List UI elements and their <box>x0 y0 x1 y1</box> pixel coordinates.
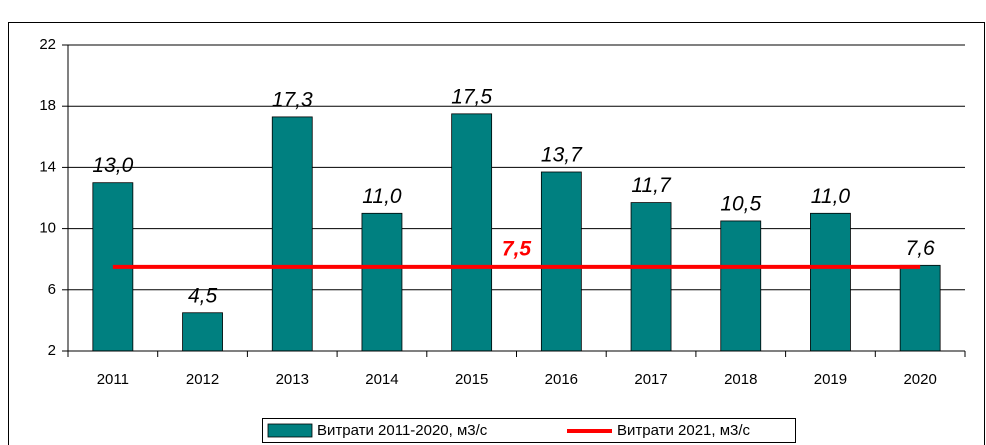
reference-label: 7,5 <box>502 237 532 260</box>
bar <box>899 264 941 352</box>
y-tick-label: 2 <box>48 342 56 359</box>
data-label: 7,6 <box>906 237 936 260</box>
x-tick-label: 2013 <box>276 371 309 388</box>
data-label: 17,3 <box>272 88 313 111</box>
bar <box>182 312 223 352</box>
bar <box>271 116 313 352</box>
bar <box>540 171 582 352</box>
legend-label: Витрати 2011-2020, м3/с <box>317 422 488 439</box>
legend-box <box>262 418 796 443</box>
x-tick-label: 2015 <box>455 371 488 388</box>
x-tick-label: 2018 <box>724 371 757 388</box>
data-label: 13,0 <box>92 154 133 177</box>
x-tick-label: 2011 <box>97 371 129 388</box>
data-label: 4,5 <box>188 284 218 307</box>
y-tick-label: 18 <box>39 97 56 114</box>
x-tick-label: 2016 <box>545 371 578 388</box>
x-tick-label: 2014 <box>365 371 398 388</box>
x-tick-label: 2020 <box>903 371 936 388</box>
y-tick-label: 6 <box>48 281 56 298</box>
data-label: 11,0 <box>362 185 402 208</box>
data-label: 11,7 <box>631 174 672 197</box>
data-label: 17,5 <box>451 85 492 108</box>
legend-label: Витрати 2021, м3/с <box>617 422 751 439</box>
y-tick-label: 10 <box>39 220 56 237</box>
bar <box>361 212 403 352</box>
x-tick-label: 2017 <box>634 371 667 388</box>
data-label: 11,0 <box>811 185 851 208</box>
y-tick-label: 14 <box>39 158 56 175</box>
y-tick-label: 22 <box>39 36 56 53</box>
data-label: 10,5 <box>720 192 761 215</box>
bar <box>720 220 762 352</box>
x-tick-label: 2019 <box>814 371 847 388</box>
bar <box>451 113 493 352</box>
bar <box>810 212 851 352</box>
legend-swatch <box>267 423 313 438</box>
bar <box>630 202 672 352</box>
x-tick-label: 2012 <box>186 371 219 388</box>
data-label: 13,7 <box>541 144 583 167</box>
